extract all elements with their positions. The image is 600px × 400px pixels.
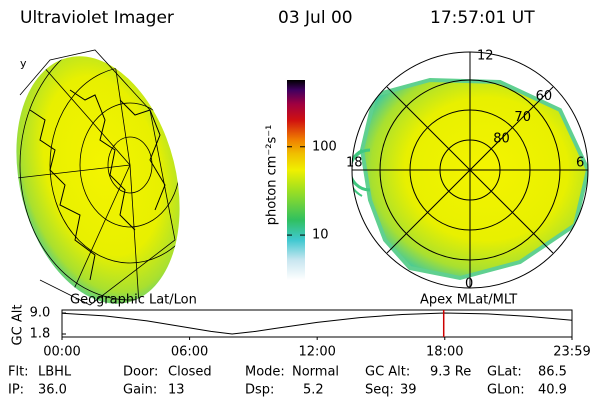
field-value: 9.3 Re [430, 365, 471, 380]
mlat-label: 70 [514, 110, 531, 125]
field-label: Flt: [8, 365, 29, 380]
field-label: GC Alt: [365, 365, 410, 380]
colorbar-scale [287, 80, 305, 280]
field-label: Seq: [365, 383, 394, 398]
mlat-circle [439, 139, 501, 201]
x-tick-label: 06:00 [171, 345, 208, 360]
field-value: 36.0 [38, 383, 67, 398]
plot-title: Geographic Lat/Lon [70, 293, 197, 308]
colorbar-label: photon cm⁻²s⁻¹ [265, 125, 280, 226]
colorbar: photon cm⁻²s⁻¹ [265, 80, 305, 280]
altitude-plot: Geographic Lat/Lon Apex MLat/MLT GC Alt [11, 293, 573, 346]
mlat-circle [379, 79, 561, 261]
plot-title: Apex MLat/MLT [420, 293, 517, 308]
field-value: 13 [168, 383, 185, 398]
y-tick-label: 9.0 [30, 306, 51, 321]
map-glyph: y [20, 57, 27, 70]
x-tick-label: 23:59 [553, 345, 590, 360]
mlt-label: 0 [465, 277, 473, 292]
field-value: Closed [168, 365, 212, 380]
mlt-label: 6 [576, 156, 584, 171]
field-label: GLat: [487, 365, 522, 380]
date: 03 Jul 00 [278, 8, 353, 28]
polar-image: 12 6 0 18 [346, 49, 589, 292]
field-value: 40.9 [538, 383, 567, 398]
y-tick-label: 1.8 [30, 327, 51, 342]
altitude-curve [61, 312, 573, 335]
mlt-label: 18 [346, 156, 363, 171]
x-tick-label: 12:00 [298, 345, 335, 360]
colorbar-tick-label: 10 [312, 228, 329, 243]
field-label: IP: [8, 383, 24, 398]
mlat-label: 80 [493, 131, 510, 146]
title: Ultraviolet Imager [20, 8, 174, 28]
field-label: Dsp: [245, 383, 274, 398]
time: 17:57:01 UT [430, 8, 535, 28]
y-axis-label: GC Alt [11, 305, 26, 346]
x-tick-label: 00:00 [43, 345, 80, 360]
mlt-label: 12 [477, 49, 494, 64]
mlat-circle [409, 109, 531, 231]
field-value: 86.5 [538, 365, 567, 380]
field-label: Gain: [123, 383, 157, 398]
geographic-image: y [0, 38, 205, 321]
field-label: Mode: [245, 365, 285, 380]
field-value: 5.2 [303, 383, 324, 398]
field-value: Normal [292, 365, 339, 380]
x-tick-label: 18:00 [426, 345, 463, 360]
field-label: GLon: [487, 383, 525, 398]
colorbar-tick-label: 100 [312, 139, 337, 154]
field-value: 39 [400, 383, 417, 398]
field-label: Door: [123, 365, 158, 380]
field-value: LBHL [38, 365, 72, 380]
mlat-label: 60 [536, 89, 553, 104]
